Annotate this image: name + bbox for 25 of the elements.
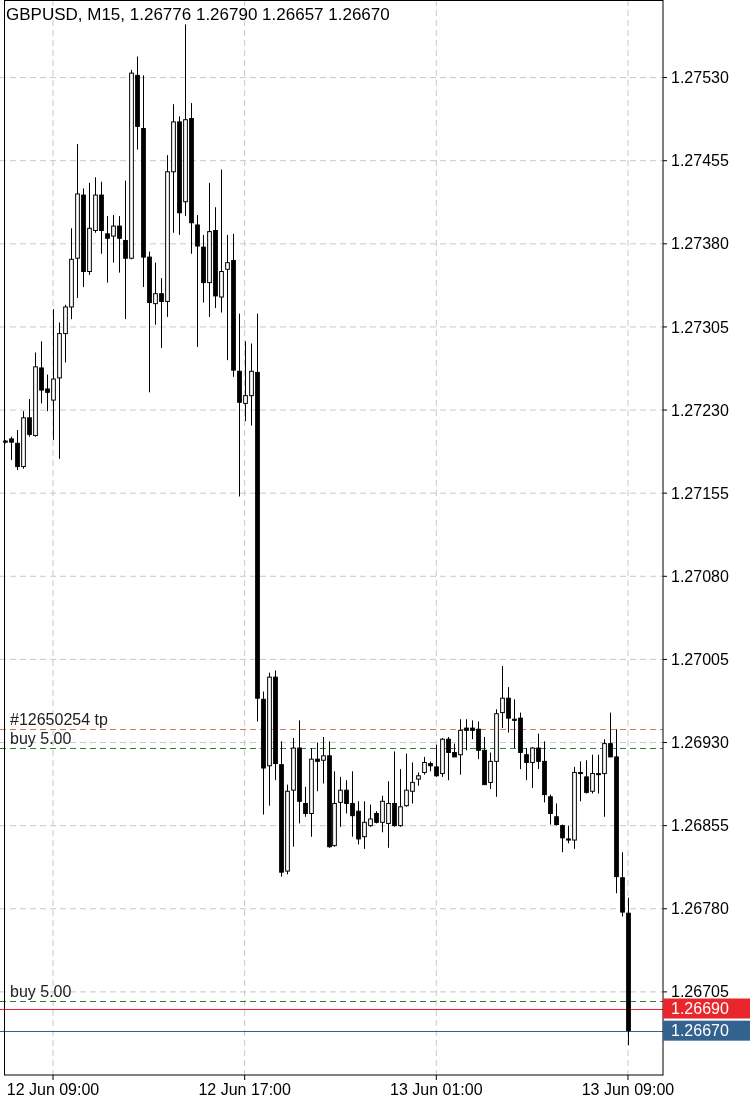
x-tick-label: 12 Jun 09:00 [6, 1081, 100, 1098]
y-tick-label: 1.27380 [671, 235, 729, 253]
candlestick [554, 802, 559, 827]
y-tick-label: 1.27455 [671, 152, 729, 170]
y-tick-label: 1.26780 [671, 900, 729, 918]
y-tick-label: 1.27005 [671, 651, 729, 669]
chart-title: GBPUSD, M15, 1.26776 1.26790 1.26657 1.26670 [6, 5, 390, 24]
y-tick-label: 1.26705 [671, 983, 729, 1001]
x-tick-label: 12 Jun 17:00 [198, 1081, 292, 1098]
candlestick [560, 824, 565, 853]
y-tick-label: 1.26855 [671, 817, 729, 835]
y-tick-label: 1.27530 [671, 69, 729, 87]
y-tick-label: 1.26930 [671, 734, 729, 752]
y-tick-label: 1.27305 [671, 318, 729, 336]
ref-line-label: buy 5.00 [10, 982, 72, 1000]
ref-line-label: 1.26690 [671, 1000, 729, 1018]
ref-line-label: buy 5.00 [10, 730, 72, 748]
y-tick-label: 1.27230 [671, 401, 729, 419]
ref-line-label: 1.26670 [671, 1022, 729, 1040]
y-tick-label: 1.27155 [671, 484, 729, 502]
x-tick-label: 13 Jun 09:00 [581, 1081, 675, 1098]
candlestick [548, 794, 553, 826]
x-tick-label: 13 Jun 01:00 [390, 1081, 483, 1098]
y-tick-label: 1.27080 [671, 567, 729, 585]
ref-line-label: #12650254 tp [10, 711, 108, 729]
